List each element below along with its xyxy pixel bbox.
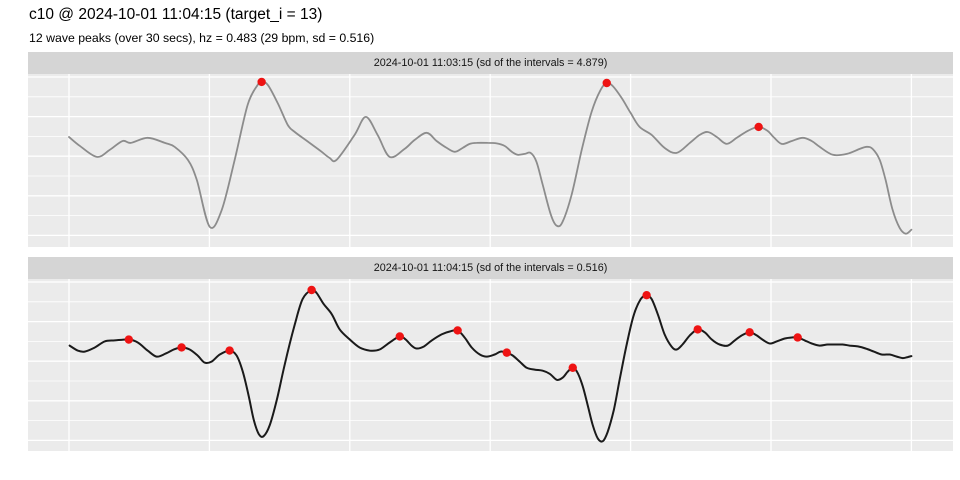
facet-strip-reference: 2024-10-01 11:03:15 (sd of the intervals… <box>28 52 953 74</box>
peak-marker <box>395 332 404 341</box>
signal-line <box>68 288 913 443</box>
plot-title: c10 @ 2024-10-01 11:04:15 (target_i = 13… <box>29 6 323 23</box>
facet-panel-reference <box>28 74 953 247</box>
facet-strip-label-reference: 2024-10-01 11:03:15 (sd of the intervals… <box>373 57 608 69</box>
peak-marker <box>453 326 462 335</box>
peak-marker <box>745 328 754 337</box>
peak-marker <box>124 335 134 344</box>
facet-strip-target: 2024-10-01 11:04:15 (sd of the intervals… <box>28 257 953 279</box>
plot-subtitle: 12 wave peaks (over 30 secs), hz = 0.483… <box>29 31 375 45</box>
peak-marker <box>754 122 763 132</box>
peak-marker <box>257 77 266 87</box>
peak-marker <box>307 285 316 295</box>
peak-marker <box>568 363 577 372</box>
peak-marker <box>642 290 651 300</box>
peak-marker <box>177 343 186 352</box>
peak-marker <box>502 348 511 357</box>
peak-marker <box>225 346 234 355</box>
peak-marker <box>793 333 802 342</box>
facet-strip-label-target: 2024-10-01 11:04:15 (sd of the intervals… <box>373 262 608 274</box>
peak-marker <box>602 78 611 88</box>
facet-panel-target <box>28 279 953 451</box>
signal-line <box>68 81 913 235</box>
peak-marker <box>693 325 702 334</box>
